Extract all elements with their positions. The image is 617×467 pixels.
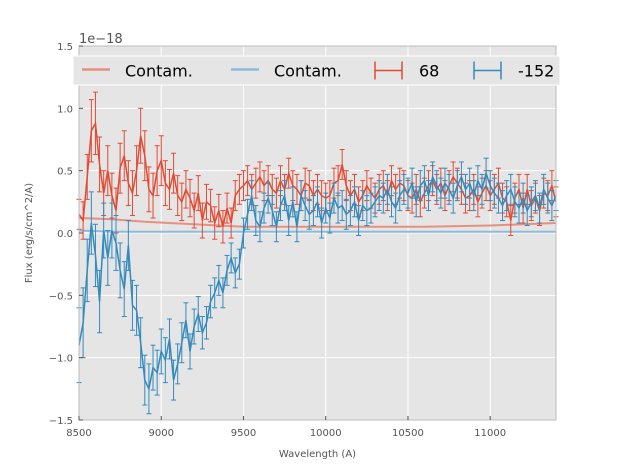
y-tick-label: −1.0 [49, 354, 73, 365]
legend: Contam. Contam. 68 -152 [72, 55, 561, 86]
legend-label: Contam. [125, 62, 193, 81]
y-tick-label: −0.5 [49, 291, 73, 302]
y-tick-label: 0.0 [57, 229, 73, 240]
x-tick-label: 10000 [310, 428, 342, 439]
x-axis-ticks: 8500 9000 9500 10000 10500 11000 [66, 416, 506, 439]
y-axis-label: Flux (erg/s/cm^2/A) [24, 183, 35, 283]
x-tick-label: 10500 [392, 428, 424, 439]
contam-line [78, 229, 556, 233]
data-series [76, 91, 559, 415]
x-tick-label: 9000 [149, 428, 174, 439]
y-axis-ticks: −1.5 −1.0 −0.5 0.0 0.5 1.0 1.5 [49, 42, 83, 427]
legend-label: 68 [419, 62, 439, 81]
series-line [78, 170, 557, 392]
x-tick-label: 9500 [231, 428, 256, 439]
y-tick-label: −1.5 [49, 416, 73, 427]
legend-label: Contam. [274, 62, 342, 81]
y-tick-label: 1.5 [57, 42, 73, 53]
y-tick-label: 1.0 [57, 104, 73, 115]
y-axis-offset-label: 1e−18 [79, 32, 123, 47]
x-axis-label: Wavelength (A) [279, 449, 356, 460]
legend-label: -152 [518, 62, 554, 81]
series--152 [76, 157, 559, 415]
x-tick-label: 11000 [474, 428, 506, 439]
x-tick-label: 8500 [66, 428, 91, 439]
y-tick-label: 0.5 [57, 167, 73, 178]
